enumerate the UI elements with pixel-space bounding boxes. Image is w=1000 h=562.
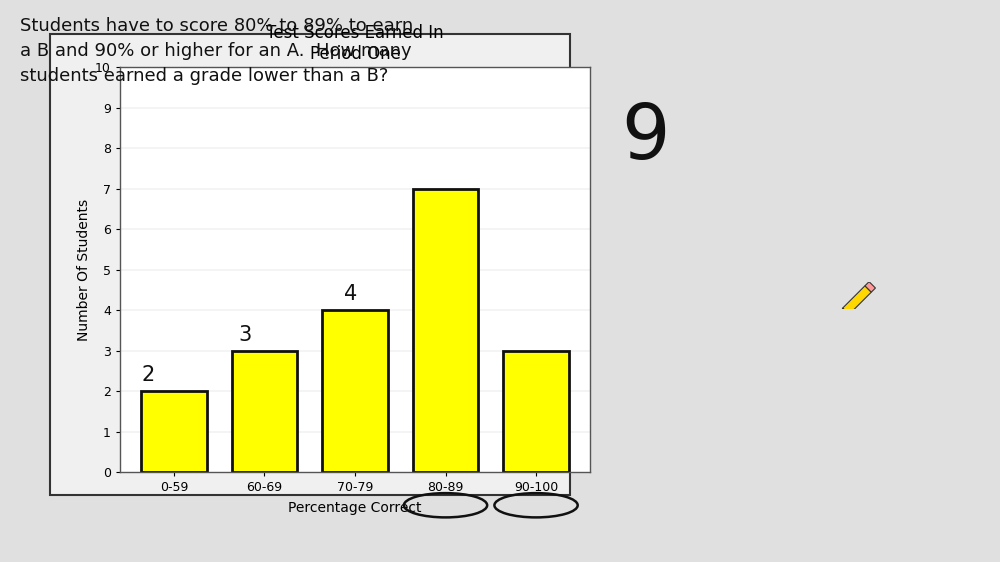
Polygon shape [865, 282, 875, 292]
Bar [503, 351, 569, 472]
Bar [413, 189, 478, 472]
Polygon shape [840, 308, 849, 318]
Text: Students have to score 80% to 89% to earn
a B and 90% or higher for an A.  How m: Students have to score 80% to 89% to ear… [20, 17, 413, 85]
Bar [141, 391, 207, 472]
Text: 2: 2 [142, 365, 155, 385]
Text: 4: 4 [344, 284, 357, 304]
Text: 3: 3 [238, 325, 251, 345]
Title: Test Scores Earned In
Period One: Test Scores Earned In Period One [266, 24, 444, 63]
X-axis label: Percentage Correct: Percentage Correct [288, 501, 422, 515]
Bar [322, 310, 388, 472]
Polygon shape [843, 286, 871, 314]
Bar [232, 351, 297, 472]
Text: 9: 9 [621, 101, 669, 175]
Y-axis label: Number Of Students: Number Of Students [77, 199, 91, 341]
